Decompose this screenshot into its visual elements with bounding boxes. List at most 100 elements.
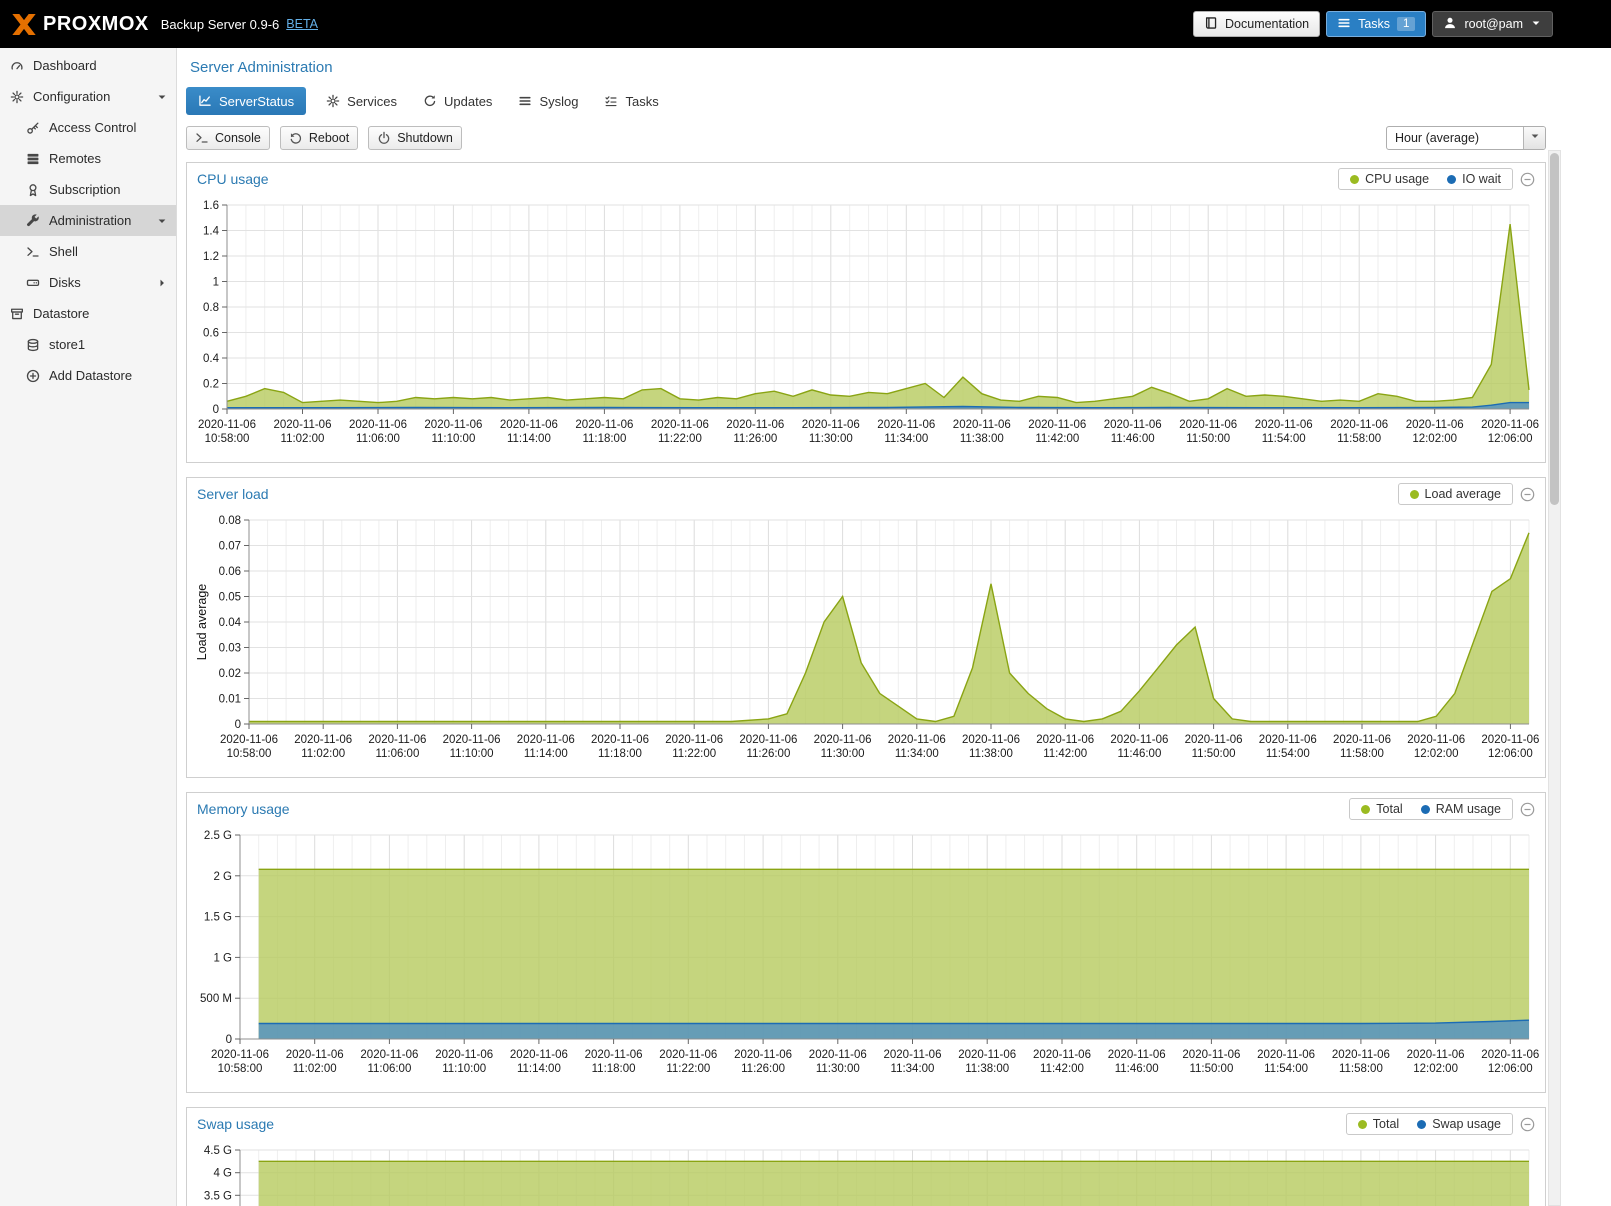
chart-canvas-memory-usage: 0 500 M 1 G 1.5 G 2 G 2.5 G 2020-11-06 10:58:00…	[200, 830, 1539, 1075]
box-icon	[10, 307, 24, 321]
sidebar-item-datastore[interactable]: Datastore	[0, 298, 176, 329]
svg-text:2020-11-06: 2020-11-06	[1481, 734, 1539, 746]
timeframe-select[interactable]: Hour (average)	[1386, 126, 1546, 150]
svg-text:11:06:00: 11:06:00	[375, 748, 419, 760]
svg-text:0.8: 0.8	[203, 302, 219, 314]
legend-box: Total Swap usage	[1345, 1113, 1513, 1135]
gauge-icon	[10, 59, 24, 73]
panel-body: 0 500 M 1 G 1.5 G 2 G 2.5 G 2020-11-06 10:58:00…	[187, 825, 1545, 1092]
legend-dot	[1447, 174, 1457, 184]
svg-text:11:58:00: 11:58:00	[1339, 1063, 1383, 1075]
legend-item-total[interactable]: Total	[1357, 1117, 1399, 1131]
legend-label: Swap usage	[1432, 1117, 1501, 1131]
svg-text:11:54:00: 11:54:00	[1266, 748, 1310, 760]
tab-updates[interactable]: Updates	[417, 87, 498, 115]
svg-text:4 G: 4 G	[213, 1168, 232, 1180]
power-icon	[377, 131, 391, 145]
svg-text:11:58:00: 11:58:00	[1337, 433, 1381, 445]
collapse-icon[interactable]	[1520, 172, 1535, 187]
shutdown-button[interactable]: Shutdown	[368, 126, 462, 150]
svg-text:2020-11-06: 2020-11-06	[1259, 734, 1317, 746]
svg-text:2020-11-06: 2020-11-06	[1028, 419, 1086, 431]
svg-text:2020-11-06: 2020-11-06	[958, 1049, 1016, 1061]
sidebar-item-subscription[interactable]: Subscription	[0, 174, 176, 205]
tab-serverstatus[interactable]: ServerStatus	[186, 87, 307, 115]
svg-text:12:06:00: 12:06:00	[1488, 1063, 1533, 1075]
svg-text:11:42:00: 11:42:00	[1035, 433, 1079, 445]
tab-services[interactable]: Services	[320, 87, 403, 115]
svg-text:0.07: 0.07	[219, 541, 241, 553]
sidebar-item-access-control[interactable]: Access Control	[0, 112, 176, 143]
documentation-button[interactable]: Documentation	[1193, 11, 1321, 37]
user-label: root@pam	[1464, 17, 1523, 31]
user-menu-button[interactable]: root@pam	[1432, 11, 1553, 37]
svg-text:2020-11-06: 2020-11-06	[510, 1049, 568, 1061]
timeframe-value: Hour (average)	[1395, 131, 1480, 145]
tab-syslog[interactable]: Syslog	[512, 87, 584, 115]
sidebar-item-administration[interactable]: Administration	[0, 205, 176, 236]
tasks-button[interactable]: Tasks 1	[1326, 11, 1427, 37]
sidebar-item-disks[interactable]: Disks	[0, 267, 176, 298]
vertical-scrollbar[interactable]	[1548, 150, 1561, 1206]
svg-text:2020-11-06: 2020-11-06	[575, 419, 633, 431]
legend-label: Load average	[1424, 487, 1501, 501]
svg-text:12:06:00: 12:06:00	[1488, 748, 1533, 760]
sidebar-item-store1[interactable]: store1	[0, 329, 176, 360]
sidebar-item-remotes[interactable]: Remotes	[0, 143, 176, 174]
tab-tasks[interactable]: Tasks	[598, 87, 664, 115]
svg-text:2020-11-06: 2020-11-06	[220, 734, 278, 746]
gear-icon	[326, 94, 340, 108]
panel-memory-usage: Memory usage Total RAM usage 0 500 M 1 G 1.5 G…	[186, 792, 1546, 1093]
svg-text:2020-11-06: 2020-11-06	[1481, 419, 1539, 431]
legend-item-cpu-usage[interactable]: CPU usage	[1350, 172, 1429, 186]
svg-text:2.5 G: 2.5 G	[204, 830, 232, 842]
svg-text:2020-11-06: 2020-11-06	[349, 419, 407, 431]
reboot-button[interactable]: Reboot	[279, 126, 359, 150]
legend-item-ram-usage[interactable]: RAM usage	[1420, 802, 1501, 816]
collapse-icon[interactable]	[1520, 802, 1535, 817]
terminal-icon	[195, 131, 209, 145]
chart-icon	[198, 94, 212, 108]
sidebar-item-configuration[interactable]: Configuration	[0, 81, 176, 112]
panel-title: Swap usage	[197, 1116, 275, 1132]
svg-text:11:10:00: 11:10:00	[450, 748, 494, 760]
legend-dot	[1361, 804, 1371, 814]
svg-text:2020-11-06: 2020-11-06	[1406, 419, 1464, 431]
svg-text:11:22:00: 11:22:00	[666, 1063, 710, 1075]
scrollbar-thumb[interactable]	[1550, 153, 1559, 505]
svg-text:2020-11-06: 2020-11-06	[1179, 419, 1237, 431]
caret-down-icon	[156, 215, 168, 227]
plus-circle-icon	[26, 369, 40, 383]
tab-label: ServerStatus	[219, 93, 295, 109]
collapse-icon[interactable]	[1520, 487, 1535, 502]
sidebar-item-add-datastore[interactable]: Add Datastore	[0, 360, 176, 391]
svg-text:11:02:00: 11:02:00	[301, 748, 345, 760]
combo-trigger-button[interactable]	[1523, 127, 1545, 149]
tab-label: Updates	[444, 93, 493, 109]
tab-label: Services	[347, 93, 398, 109]
svg-text:12:06:00: 12:06:00	[1488, 433, 1533, 445]
sidebar-item-label: Dashboard	[33, 58, 97, 73]
console-button[interactable]: Console	[186, 126, 270, 150]
legend-item-io-wait[interactable]: IO wait	[1447, 172, 1501, 186]
svg-text:2020-11-06: 2020-11-06	[1182, 1049, 1240, 1061]
beta-link[interactable]: BETA	[286, 17, 318, 31]
legend-item-swap-usage[interactable]: Swap usage	[1417, 1117, 1501, 1131]
svg-text:11:46:00: 11:46:00	[1111, 433, 1155, 445]
sidebar-item-shell[interactable]: Shell	[0, 236, 176, 267]
svg-text:1.4: 1.4	[203, 226, 220, 238]
svg-text:0.6: 0.6	[203, 328, 219, 340]
legend-item-total[interactable]: Total	[1361, 802, 1403, 816]
sidebar-item-label: store1	[49, 337, 86, 352]
user-icon	[1443, 16, 1457, 33]
legend-item-load-average[interactable]: Load average	[1409, 487, 1501, 501]
sidebar-item-label: Remotes	[49, 151, 102, 166]
sidebar-item-dashboard[interactable]: Dashboard	[0, 50, 176, 81]
legend: Load average	[1397, 483, 1535, 505]
tab-label: Tasks	[625, 93, 659, 109]
svg-text:11:22:00: 11:22:00	[658, 433, 702, 445]
panel-title: Memory usage	[197, 801, 290, 817]
svg-text:11:58:00: 11:58:00	[1340, 748, 1384, 760]
collapse-icon[interactable]	[1520, 1117, 1535, 1132]
chart-canvas-cpu-usage: 0 0.2 0.4 0.6 0.8 1 1.2 1.4 1.6 2020-11-06 10:58:0…	[198, 200, 1539, 445]
